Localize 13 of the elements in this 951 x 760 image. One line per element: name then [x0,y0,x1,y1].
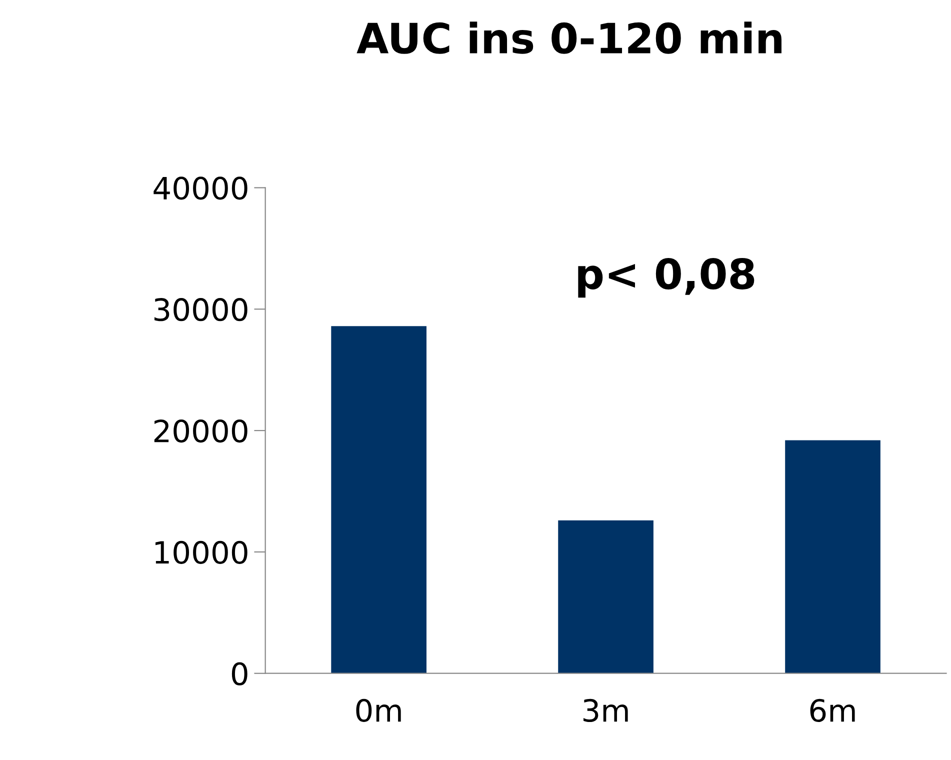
y-tick-label: 20000 [154,419,248,443]
y-tick-label: 30000 [154,298,248,322]
annotation: p< 0,08 [578,258,754,298]
y-tick-label: 10000 [156,540,248,564]
y-tick-label: 40000 [154,176,248,200]
x-tick-label: 0m [356,698,401,722]
chart-title: AUC ins 0-120 min [356,22,782,54]
bar [785,440,880,674]
x-tick-label: 3m [584,698,628,722]
x-tick-label: 6m [810,698,855,722]
bar [558,520,654,674]
bar [331,326,426,674]
y-tick-label: 0 [232,662,248,686]
